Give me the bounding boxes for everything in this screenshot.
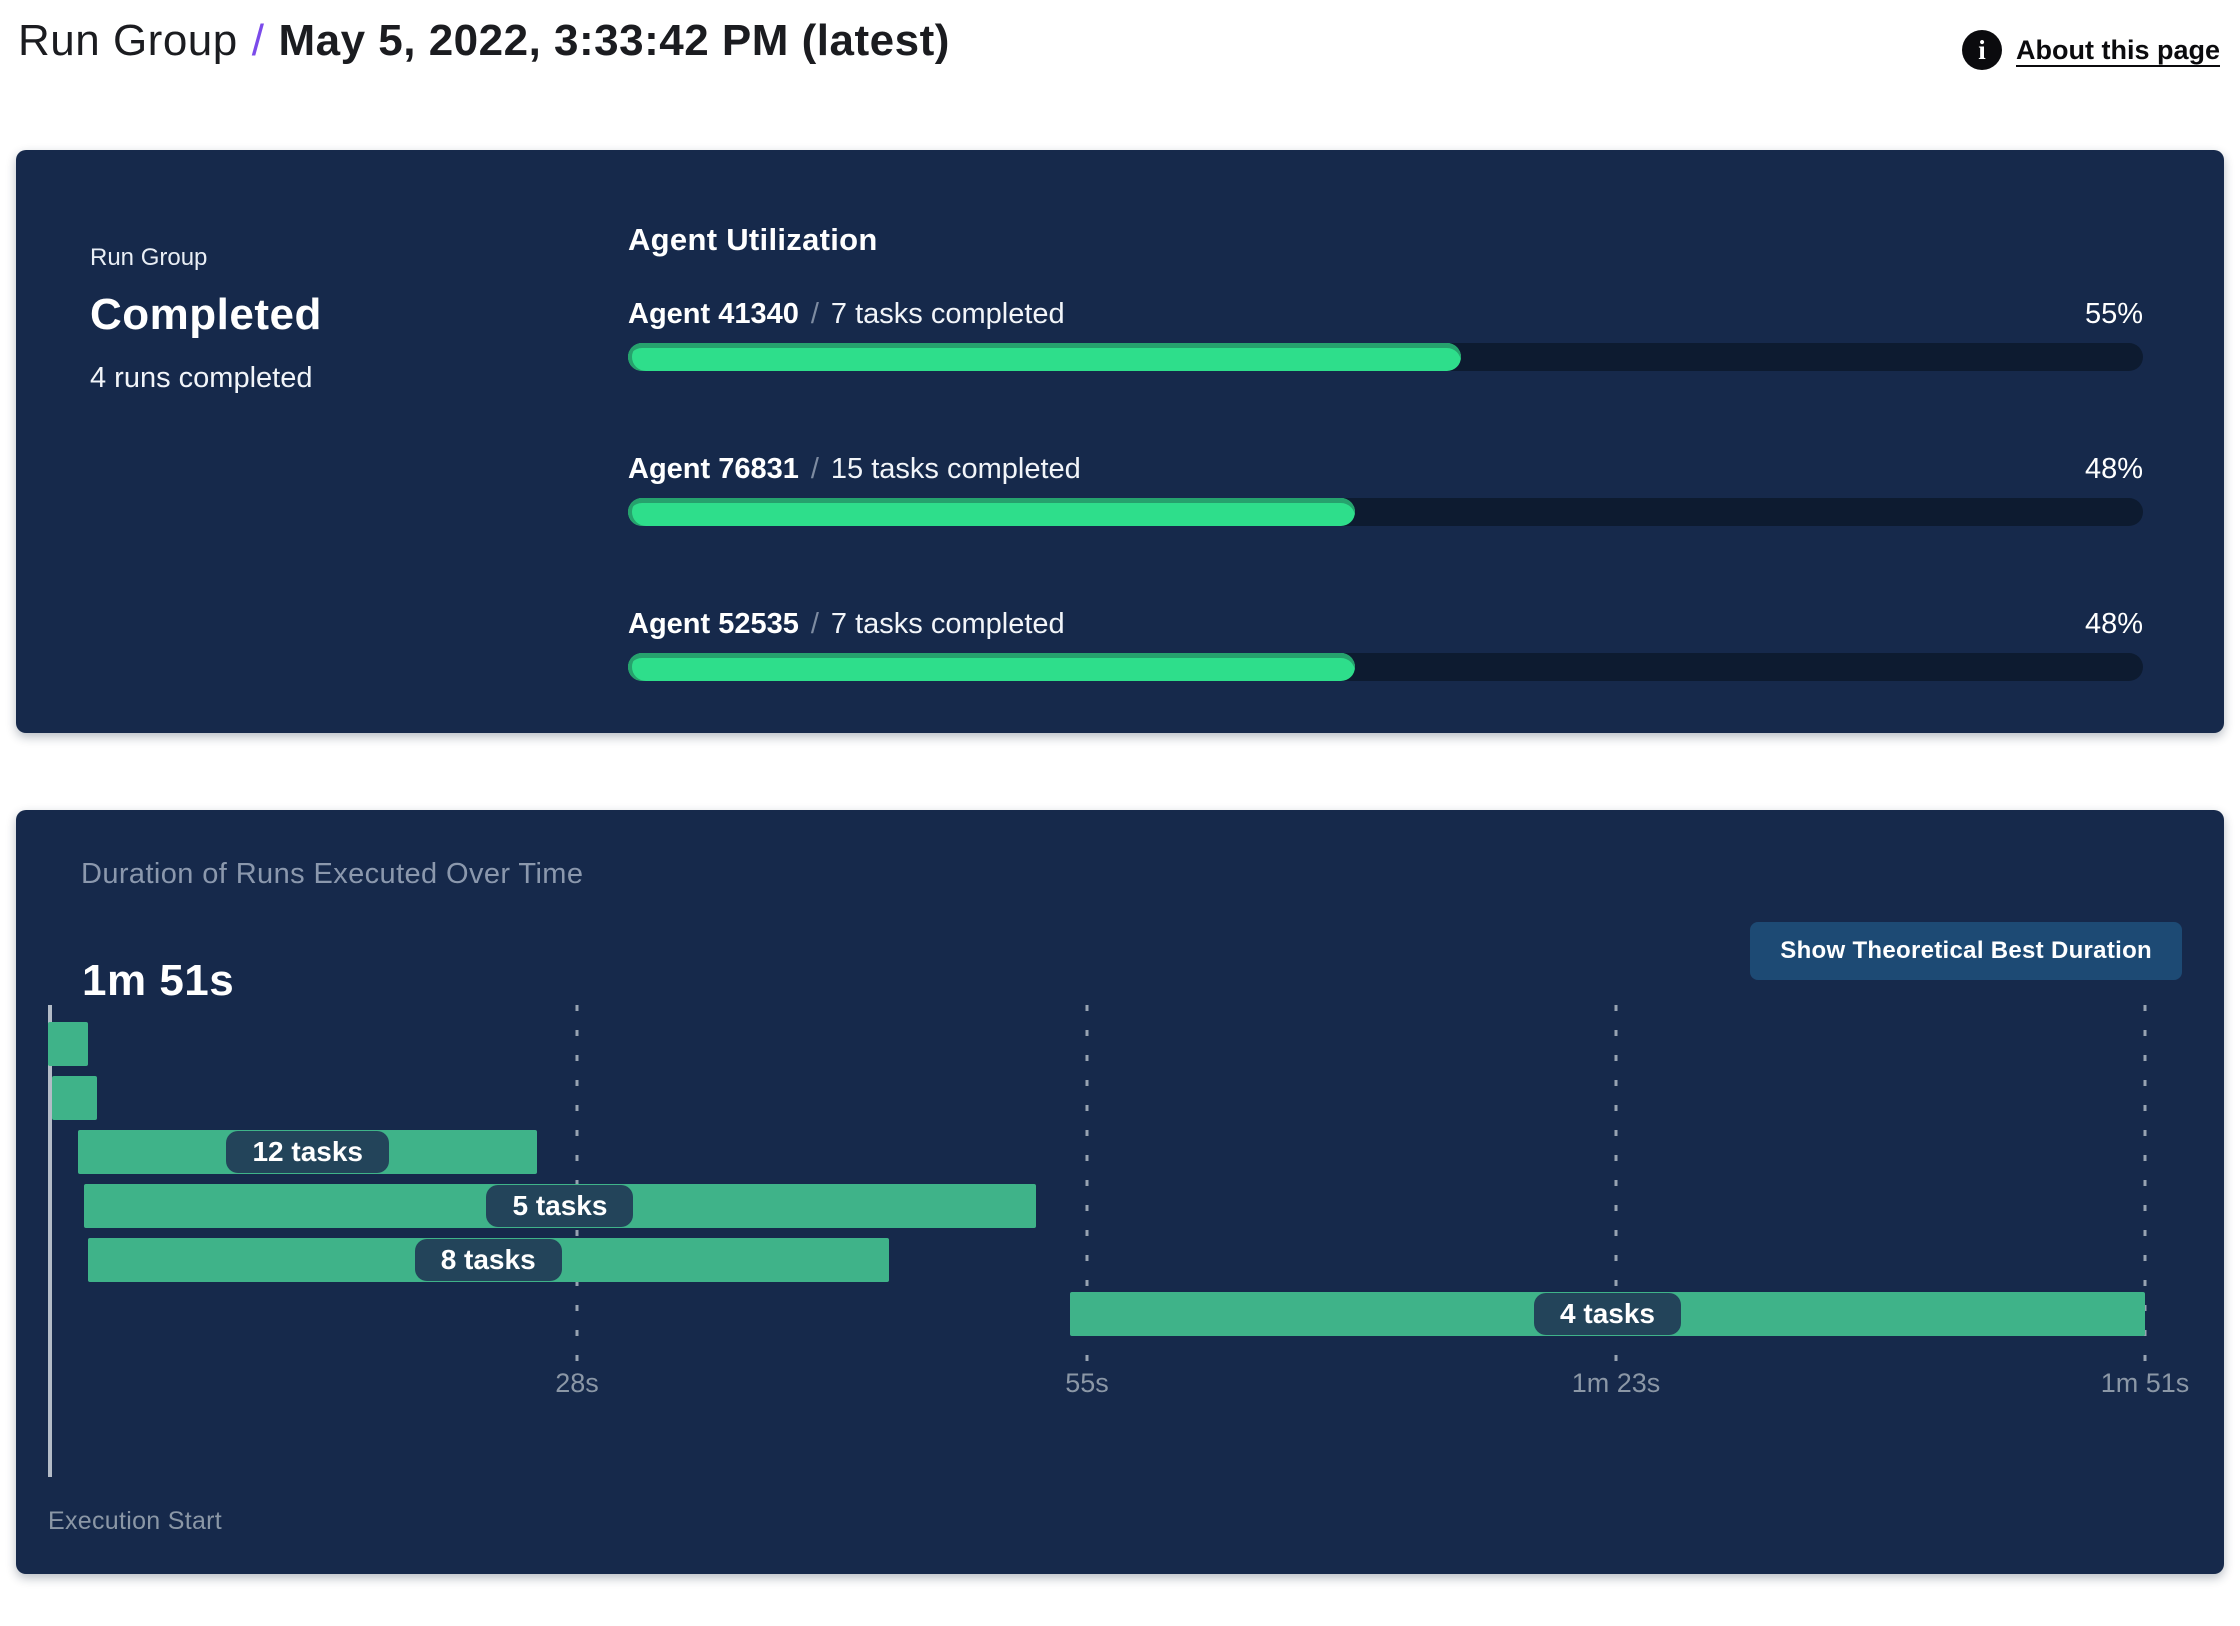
agent-name: Agent 41340 (628, 298, 799, 330)
utilization-progress-fill (628, 343, 1462, 371)
agent-utilization-row: Agent 52535 / 7 tasks completed 48% (628, 608, 2143, 681)
axis-tick-label: 1m 23s (1571, 1368, 1661, 1398)
utilization-progress-fill (628, 653, 1356, 681)
about-this-page-link[interactable]: i About this page (1962, 30, 2220, 70)
task-count-pill: 8 tasks (414, 1239, 562, 1281)
run-group-status-value: Completed (90, 290, 322, 339)
total-duration-value: 1m 51s (82, 956, 235, 1005)
agent-name-separator: / (810, 608, 819, 640)
task-count-pill: 4 tasks (1534, 1293, 1681, 1335)
page: Run Group / May 5, 2022, 3:33:42 PM (lates… (16, 12, 2224, 1574)
gantt-run-bar[interactable]: 12 tasks (78, 1130, 538, 1174)
gantt-plot: Execution Start 28s 55s 1m 23s 1m 51s 12 tas… (48, 1005, 2189, 1550)
top-header: Run Group / May 5, 2022, 3:33:42 PM (lates… (16, 12, 2224, 150)
gantt-run-bar[interactable]: 4 tasks (1070, 1292, 2145, 1336)
utilization-progress-track (628, 653, 2143, 681)
axis-gridline (2143, 1005, 2147, 1362)
axis-gridline (1085, 1005, 1089, 1362)
agent-line: Agent 76831 / 15 tasks completed 48% (628, 453, 2143, 486)
agent-utilization-row: Agent 76831 / 15 tasks completed 48% (628, 453, 2143, 526)
agent-tasks-completed: 7 tasks completed (830, 298, 1065, 330)
execution-start-axis-line (48, 1005, 52, 1477)
utilization-progress-track (628, 498, 2143, 526)
show-theoretical-best-duration-button[interactable]: Show Theoretical Best Duration (1750, 922, 2182, 980)
agent-line: Agent 41340 / 7 tasks completed 55% (628, 298, 2143, 331)
agent-tasks-completed: 7 tasks completed (830, 608, 1065, 640)
agent-name-separator: / (810, 298, 819, 330)
gantt-run-bar[interactable] (51, 1076, 98, 1120)
gantt-run-bar[interactable] (48, 1022, 88, 1066)
gantt-run-bar[interactable]: 5 tasks (83, 1184, 1037, 1228)
agent-utilization-row: Agent 41340 / 7 tasks completed 55% (628, 298, 2143, 371)
agent-utilization-heading: Agent Utilization (628, 222, 878, 257)
axis-tick-label: 55s (1065, 1368, 1109, 1398)
utilization-progress-fill (628, 498, 1356, 526)
agent-utilization-percent: 48% (2084, 608, 2143, 640)
agent-tasks-completed: 15 tasks completed (830, 453, 1081, 485)
axis-tick-label: 28s (555, 1368, 599, 1398)
run-group-panel: Run Group Completed 4 runs completed Age… (16, 150, 2224, 733)
agent-name: Agent 76831 (628, 453, 799, 485)
task-count-pill: 5 tasks (486, 1185, 634, 1227)
run-group-label: Run Group (90, 244, 208, 271)
duration-panel: Duration of Runs Executed Over Time 1m 5… (16, 810, 2224, 1574)
execution-start-label: Execution Start (48, 1507, 223, 1535)
agent-utilization-percent: 48% (2084, 453, 2143, 485)
agent-line: Agent 52535 / 7 tasks completed 48% (628, 608, 2143, 641)
agent-utilization-section: Agent Utilization Agent 41340 / 7 tasks … (628, 150, 2224, 733)
agent-utilization-percent: 55% (2084, 298, 2143, 330)
breadcrumb-separator: / (251, 16, 265, 65)
axis-gridline (1614, 1005, 1618, 1362)
run-group-detail: 4 runs completed (90, 362, 313, 394)
agent-list: Agent 41340 / 7 tasks completed 55% Agen… (628, 298, 2143, 681)
run-group-status: Run Group Completed 4 runs completed (16, 150, 628, 733)
task-count-pill: 12 tasks (226, 1131, 390, 1173)
axis-gridline (575, 1005, 579, 1362)
chart-title: Duration of Runs Executed Over Time (81, 858, 584, 890)
axis-tick-label: 1m 51s (2100, 1368, 2190, 1398)
about-link-label[interactable]: About this page (2016, 34, 2220, 65)
utilization-progress-track (628, 343, 2143, 371)
breadcrumb[interactable]: Run Group (18, 16, 238, 65)
page-title: Run Group / May 5, 2022, 3:33:42 PM (lates… (18, 16, 950, 67)
agent-name: Agent 52535 (628, 608, 799, 640)
info-icon[interactable]: i (1962, 30, 2002, 70)
page-title-current: May 5, 2022, 3:33:42 PM (latest) (278, 16, 950, 65)
gantt-run-bar[interactable]: 8 tasks (87, 1238, 889, 1282)
agent-name-separator: / (810, 453, 819, 485)
